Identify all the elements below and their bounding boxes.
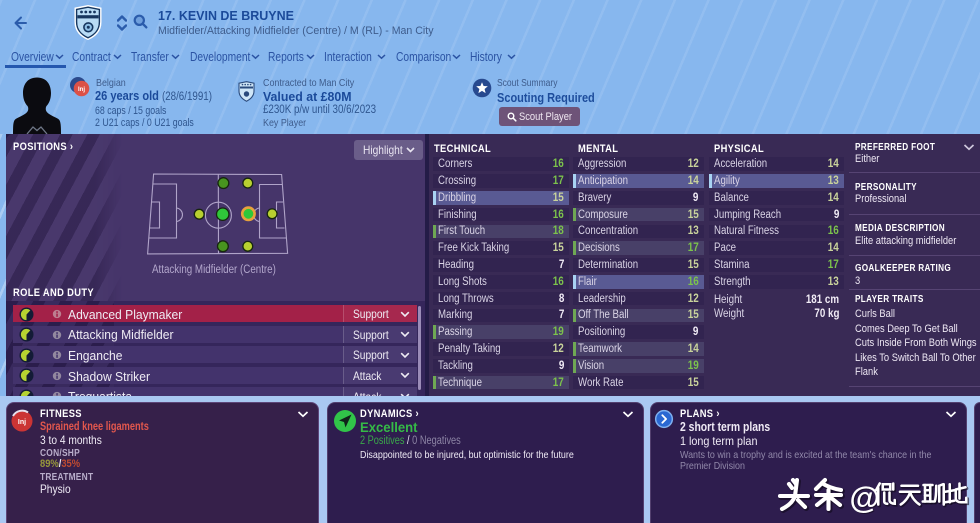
svg-text:Inj: Inj [18,419,26,426]
svg-text:@: @ [850,480,880,515]
svg-text:@: @ [851,481,881,516]
svg-text:Inj: Inj [78,87,85,93]
